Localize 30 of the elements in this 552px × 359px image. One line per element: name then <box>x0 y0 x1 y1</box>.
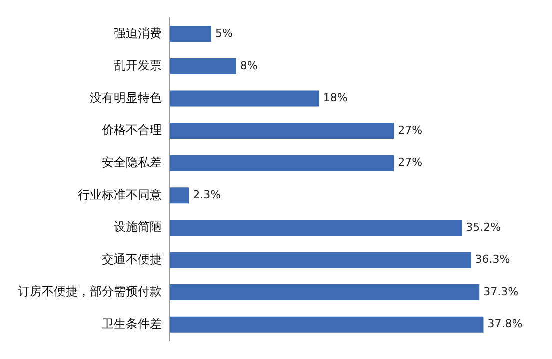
y-tick-label: 行业标准不同意 <box>78 188 162 202</box>
bar <box>170 155 394 172</box>
data-label: 5% <box>216 27 233 40</box>
y-tick-label: 价格不合理 <box>101 123 162 138</box>
y-tick-label: 没有明显特色 <box>90 90 162 105</box>
bar <box>170 123 394 140</box>
bar <box>170 90 320 107</box>
data-label: 37.3% <box>484 285 519 298</box>
data-label: 35.2% <box>466 220 502 234</box>
bar <box>170 252 472 268</box>
y-tick-label: 卫生条件差 <box>102 316 162 331</box>
y-tick-label: 订房不便捷，部分需预付款 <box>18 284 162 299</box>
y-tick-label: 安全隐私差 <box>102 155 162 170</box>
bar <box>170 316 484 333</box>
data-label: 27% <box>398 156 423 170</box>
bar <box>170 58 236 74</box>
data-label: 8% <box>240 59 258 72</box>
data-label: 27% <box>398 124 423 137</box>
y-tick-label: 设施简陋 <box>114 220 162 234</box>
data-label: 36.3% <box>475 253 510 266</box>
y-tick-label: 乱开发票 <box>114 58 162 73</box>
bar <box>170 220 462 236</box>
data-label: 18% <box>323 92 348 105</box>
data-label: 37.8% <box>488 318 523 331</box>
bar <box>170 188 190 204</box>
bar <box>170 284 480 301</box>
bar <box>170 26 212 42</box>
data-label: 2.3% <box>193 188 222 202</box>
y-tick-label: 强迫消费 <box>114 26 162 40</box>
y-tick-label: 交通不便捷 <box>102 252 162 266</box>
